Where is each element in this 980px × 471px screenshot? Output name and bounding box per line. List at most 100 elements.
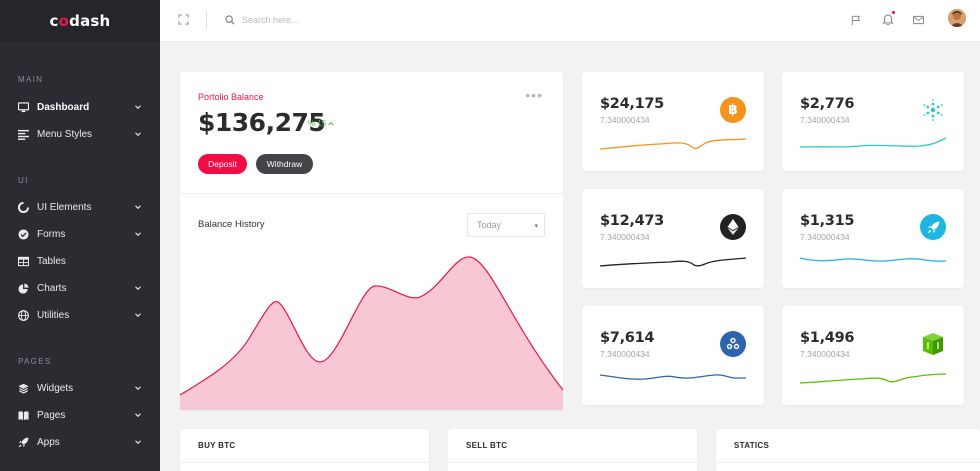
chevron-down-icon bbox=[135, 105, 141, 110]
coin-sub: 7.340000434 bbox=[600, 232, 650, 242]
section-title-main: MAIN bbox=[18, 75, 44, 84]
expand-icon[interactable] bbox=[177, 13, 189, 25]
sidebar-item-label: Widgets bbox=[37, 382, 74, 394]
coin-sub: 7.340000434 bbox=[600, 115, 650, 125]
portfolio-amount: $136,275 bbox=[198, 108, 326, 137]
sidebar-item-label: Pages bbox=[37, 409, 66, 421]
coin-value: $2,776 bbox=[800, 96, 855, 112]
rocket-icon bbox=[18, 436, 29, 448]
align-icon bbox=[18, 129, 29, 140]
coin-sub: 7.340000434 bbox=[600, 349, 650, 359]
coin-card-neo[interactable]: $1,496 7.340000434 bbox=[782, 306, 964, 405]
bitcoin-icon: ฿ bbox=[720, 97, 746, 123]
coin-sparkline bbox=[800, 137, 946, 148]
chevron-down-icon bbox=[135, 440, 141, 445]
circle-notch-icon bbox=[18, 201, 29, 213]
coin-value: $7,614 bbox=[600, 330, 655, 346]
logo-text-highlight: o bbox=[58, 12, 70, 30]
portfolio-change: % 15 bbox=[308, 119, 335, 128]
balance-history-label: Balance History bbox=[198, 219, 265, 230]
sidebar-item-utilities[interactable]: Utilities bbox=[0, 304, 160, 326]
sidebar-item-dashboard[interactable]: Dashboard bbox=[0, 96, 160, 118]
search-input[interactable] bbox=[242, 12, 402, 28]
chevron-down-icon bbox=[135, 386, 141, 391]
sidebar-item-menu-styles[interactable]: Menu Styles bbox=[0, 123, 160, 145]
rocket-icon bbox=[920, 214, 946, 240]
sidebar-item-pages[interactable]: Pages bbox=[0, 404, 160, 426]
pie-chart-icon bbox=[18, 282, 29, 294]
sidebar-item-ui-elements[interactable]: UI Elements bbox=[0, 196, 160, 218]
coin-sparkline bbox=[600, 257, 746, 267]
topbar-divider bbox=[206, 11, 207, 29]
sidebar-item-label: Forms bbox=[37, 228, 66, 240]
range-select[interactable]: Today ▾ bbox=[467, 213, 545, 237]
coin-value: $1,315 bbox=[800, 213, 855, 229]
chevron-down-icon bbox=[135, 232, 141, 237]
coin-card-cardano[interactable]: $2,776 7.340000434 bbox=[782, 72, 964, 171]
coin-card-ripple[interactable]: $7,614 7.340000434 bbox=[582, 306, 764, 405]
sidebar-item-label: Apps bbox=[37, 436, 60, 448]
coin-sparkline bbox=[800, 257, 946, 262]
brand-logo[interactable]: c o dash bbox=[0, 0, 160, 42]
sidebar-item-label: Tables bbox=[37, 255, 66, 267]
neo-icon bbox=[920, 331, 946, 357]
chevron-down-icon bbox=[135, 313, 141, 318]
coin-value: $24,175 bbox=[600, 96, 664, 112]
sidebar-item-label: Menu Styles bbox=[37, 128, 93, 140]
cardano-icon bbox=[920, 97, 946, 123]
arrow-up-icon bbox=[328, 121, 335, 126]
coin-sparkline bbox=[600, 374, 746, 380]
search-icon[interactable] bbox=[224, 14, 236, 26]
divider bbox=[180, 193, 563, 194]
flag-icon[interactable] bbox=[850, 14, 862, 26]
mail-icon[interactable] bbox=[912, 14, 924, 26]
sidebar-item-label: Charts bbox=[37, 282, 67, 294]
more-options-icon[interactable]: ••• bbox=[525, 87, 543, 103]
table-icon bbox=[18, 256, 29, 267]
portfolio-card: Portolio Balance $136,275 % 15 ••• Depos… bbox=[180, 72, 563, 410]
sidebar-item-label: UI Elements bbox=[37, 201, 92, 213]
sidebar-item-label: Dashboard bbox=[37, 101, 90, 113]
portfolio-label: Portolio Balance bbox=[198, 92, 264, 102]
check-circle-icon bbox=[18, 228, 29, 240]
card-title: BUY BTC bbox=[198, 441, 236, 450]
notification-dot bbox=[891, 10, 896, 15]
chevron-down-icon bbox=[135, 132, 141, 137]
coin-sub: 7.340000434 bbox=[800, 232, 850, 242]
deposit-button[interactable]: Deposit bbox=[198, 154, 247, 174]
balance-line bbox=[180, 256, 563, 396]
sidebar-item-tables[interactable]: Tables bbox=[0, 250, 160, 272]
avatar[interactable] bbox=[948, 9, 966, 27]
coin-sub: 7.340000434 bbox=[800, 115, 850, 125]
chevron-down-icon bbox=[135, 413, 141, 418]
coin-sparkline bbox=[800, 373, 946, 384]
withdraw-button[interactable]: Withdraw bbox=[256, 154, 313, 174]
chevron-down-icon bbox=[135, 205, 141, 210]
buy-btc-card: BUY BTC bbox=[180, 429, 429, 471]
sidebar-item-apps[interactable]: Apps bbox=[0, 431, 160, 453]
divider bbox=[180, 462, 429, 463]
balance-area bbox=[180, 256, 563, 410]
coin-card-ethereum[interactable]: $12,473 7.340000434 bbox=[582, 189, 764, 288]
sidebar-item-widgets[interactable]: Widgets bbox=[0, 377, 160, 399]
change-value: % 15 bbox=[308, 119, 327, 128]
coin-value: $1,496 bbox=[800, 330, 855, 346]
section-title-pages: PAGES bbox=[18, 357, 52, 366]
coin-card-rocket[interactable]: $1,315 7.340000434 bbox=[782, 189, 964, 288]
card-title: STATICS bbox=[734, 441, 770, 450]
coin-sparkline bbox=[600, 138, 746, 150]
coin-card-bitcoin[interactable]: $24,175 7.340000434 ฿ bbox=[582, 72, 764, 171]
sell-btc-card: SELL BTC bbox=[448, 429, 697, 471]
sidebar-item-forms[interactable]: Forms bbox=[0, 223, 160, 245]
caret-down-icon: ▾ bbox=[534, 223, 538, 230]
sidebar-item-charts[interactable]: Charts bbox=[0, 277, 160, 299]
globe-icon bbox=[18, 309, 29, 321]
balance-history-chart bbox=[180, 256, 563, 410]
logo-text-prefix: c bbox=[49, 12, 59, 30]
layers-icon bbox=[18, 383, 29, 394]
chevron-down-icon bbox=[135, 286, 141, 291]
divider bbox=[716, 462, 980, 463]
sidebar-item-label: Utilities bbox=[37, 309, 70, 321]
sidebar: c o dash MAIN Dashboard Menu Styles UI UI … bbox=[0, 0, 160, 471]
bell-icon[interactable] bbox=[881, 10, 896, 26]
